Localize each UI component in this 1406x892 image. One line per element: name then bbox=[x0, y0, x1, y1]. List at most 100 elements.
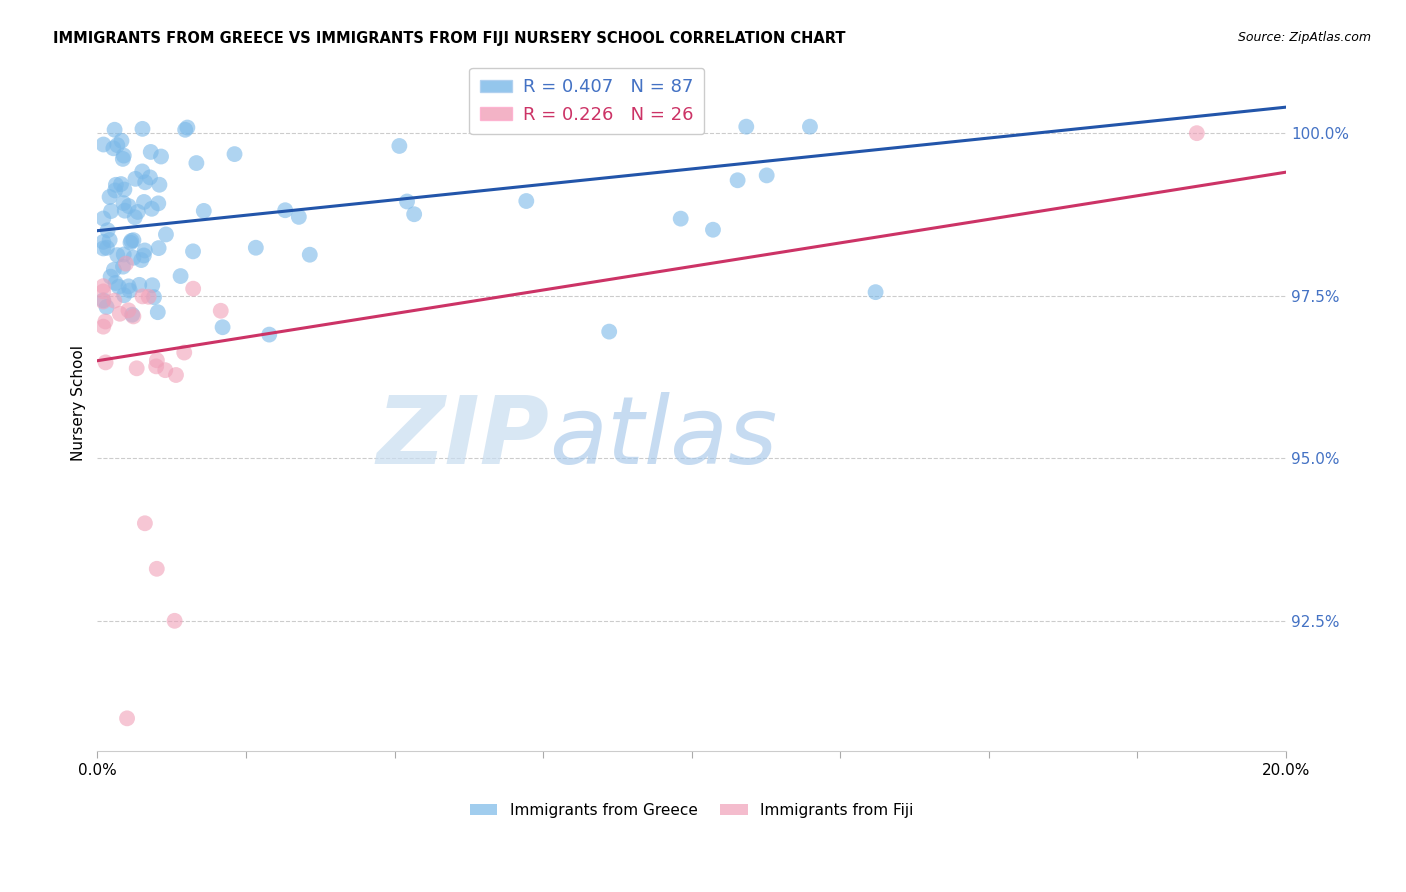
Point bbox=[129, 253, 152, 268]
Point bbox=[94, 355, 117, 369]
Point bbox=[115, 711, 138, 725]
Point bbox=[155, 227, 177, 242]
Point bbox=[139, 145, 162, 159]
Point bbox=[112, 182, 135, 196]
Point bbox=[107, 279, 129, 293]
Point bbox=[93, 137, 115, 152]
Point bbox=[124, 210, 146, 224]
Point bbox=[112, 288, 135, 302]
Y-axis label: Nursery School: Nursery School bbox=[72, 345, 86, 461]
Point bbox=[143, 290, 166, 304]
Point bbox=[173, 345, 195, 359]
Point bbox=[117, 303, 139, 318]
Point bbox=[224, 147, 246, 161]
Point bbox=[515, 194, 537, 208]
Point bbox=[138, 290, 160, 304]
Point bbox=[127, 205, 149, 219]
Legend: Immigrants from Greece, Immigrants from Fiji: Immigrants from Greece, Immigrants from … bbox=[464, 797, 920, 824]
Point bbox=[148, 178, 170, 192]
Point bbox=[141, 202, 163, 216]
Point bbox=[702, 223, 724, 237]
Point bbox=[103, 262, 125, 277]
Point bbox=[105, 248, 128, 262]
Point bbox=[131, 289, 153, 303]
Point bbox=[669, 211, 692, 226]
Point bbox=[98, 190, 121, 204]
Point bbox=[132, 194, 155, 209]
Point bbox=[755, 169, 778, 183]
Point bbox=[115, 257, 138, 271]
Point bbox=[388, 139, 411, 153]
Point bbox=[91, 211, 114, 226]
Point bbox=[146, 562, 169, 576]
Point bbox=[176, 120, 198, 135]
Point bbox=[404, 207, 426, 221]
Point bbox=[865, 285, 887, 300]
Point bbox=[163, 614, 186, 628]
Point bbox=[146, 353, 169, 368]
Point bbox=[245, 241, 267, 255]
Point bbox=[110, 134, 132, 148]
Point bbox=[91, 293, 114, 308]
Point bbox=[91, 285, 114, 299]
Point bbox=[669, 120, 692, 134]
Point bbox=[91, 279, 114, 293]
Point bbox=[141, 278, 163, 293]
Point bbox=[131, 164, 153, 178]
Point bbox=[128, 277, 150, 292]
Point bbox=[91, 319, 114, 334]
Point bbox=[122, 251, 145, 265]
Text: ZIP: ZIP bbox=[377, 392, 548, 483]
Point bbox=[134, 516, 156, 531]
Point bbox=[274, 203, 297, 218]
Point bbox=[112, 247, 135, 261]
Point bbox=[104, 178, 127, 192]
Point bbox=[735, 120, 758, 134]
Point bbox=[111, 152, 134, 166]
Point bbox=[122, 233, 145, 247]
Point bbox=[193, 203, 215, 218]
Point bbox=[100, 269, 122, 284]
Point bbox=[598, 325, 620, 339]
Point bbox=[799, 120, 821, 134]
Point bbox=[120, 234, 142, 248]
Point bbox=[131, 121, 153, 136]
Point bbox=[104, 122, 127, 136]
Point bbox=[727, 173, 749, 187]
Point bbox=[103, 293, 125, 308]
Point bbox=[181, 244, 204, 259]
Point bbox=[148, 241, 170, 255]
Point bbox=[111, 260, 134, 274]
Point bbox=[91, 241, 114, 255]
Point bbox=[169, 268, 191, 283]
Text: Source: ZipAtlas.com: Source: ZipAtlas.com bbox=[1237, 31, 1371, 45]
Point bbox=[100, 204, 122, 219]
Point bbox=[150, 149, 173, 163]
Point bbox=[134, 175, 156, 189]
Point bbox=[174, 122, 197, 136]
Point bbox=[91, 235, 114, 249]
Text: atlas: atlas bbox=[548, 392, 778, 483]
Point bbox=[122, 310, 145, 324]
Point bbox=[118, 199, 141, 213]
Point bbox=[298, 248, 321, 262]
Point bbox=[112, 196, 135, 211]
Point bbox=[257, 327, 280, 342]
Point bbox=[117, 279, 139, 293]
Point bbox=[121, 308, 143, 322]
Point bbox=[146, 305, 169, 319]
Point bbox=[104, 276, 127, 290]
Point bbox=[103, 141, 125, 155]
Point bbox=[120, 235, 142, 250]
Point bbox=[134, 244, 156, 258]
Point bbox=[110, 177, 132, 191]
Point bbox=[181, 282, 204, 296]
Point bbox=[105, 138, 128, 153]
Point bbox=[211, 320, 233, 334]
Point bbox=[148, 196, 170, 211]
Point bbox=[112, 148, 135, 162]
Point bbox=[91, 294, 114, 309]
Text: IMMIGRANTS FROM GREECE VS IMMIGRANTS FROM FIJI NURSERY SCHOOL CORRELATION CHART: IMMIGRANTS FROM GREECE VS IMMIGRANTS FRO… bbox=[53, 31, 846, 46]
Point bbox=[395, 194, 418, 209]
Point bbox=[98, 233, 121, 247]
